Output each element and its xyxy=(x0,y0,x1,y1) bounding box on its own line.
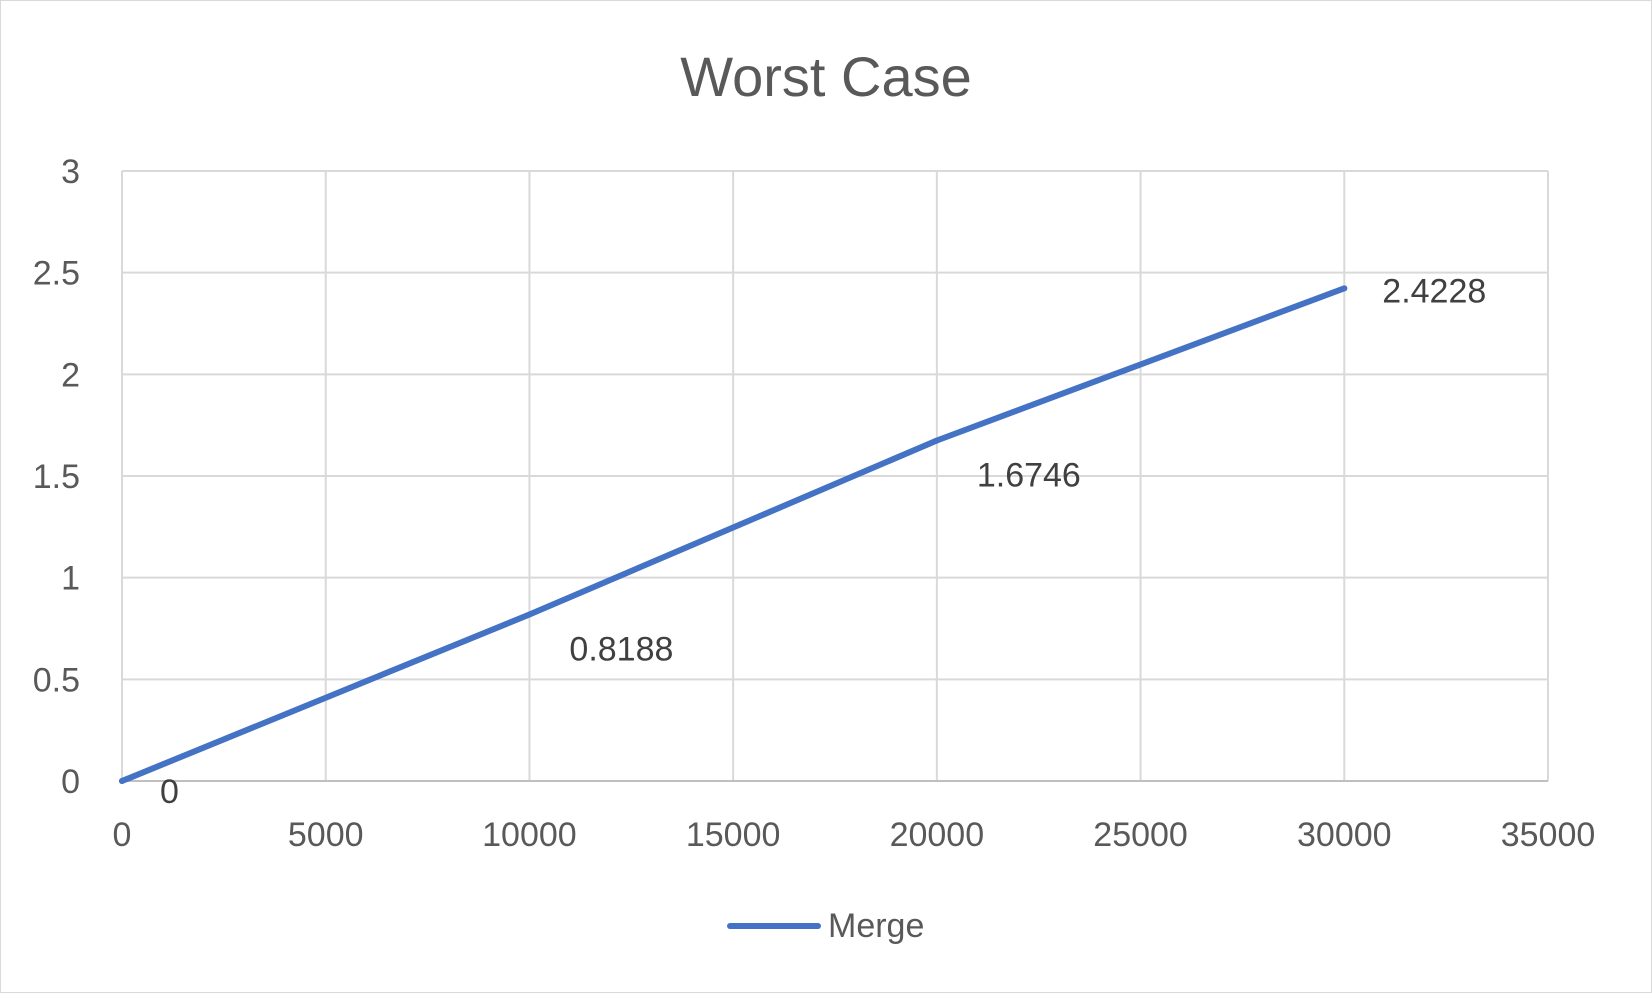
y-tick-label: 1.5 xyxy=(33,458,80,496)
y-tick-label: 2 xyxy=(61,356,80,394)
x-tick-label: 35000 xyxy=(1501,816,1596,854)
y-tick-label: 1 xyxy=(61,560,80,598)
y-tick-label: 2.5 xyxy=(33,255,80,293)
axes: 0 0.5 1 1.5 2 2.5 3 0 5000 10000 15000 20000 25000 30… xyxy=(33,153,1596,854)
data-point xyxy=(526,611,533,618)
y-tick-label: 0.5 xyxy=(33,661,80,699)
gridlines xyxy=(121,170,1549,782)
data-labels: 0 0.8188 1.6746 2.4228 xyxy=(160,272,1486,811)
data-label: 0 xyxy=(160,773,179,811)
x-tick-label: 10000 xyxy=(482,816,577,854)
data-point xyxy=(933,437,940,444)
data-point xyxy=(1341,285,1348,292)
data-label: 1.6746 xyxy=(977,456,1081,494)
series-layer xyxy=(119,285,1348,784)
x-tick-label: 20000 xyxy=(890,816,985,854)
legend: Merge xyxy=(727,907,924,945)
x-tick-label: 15000 xyxy=(686,816,781,854)
x-tick-label: 5000 xyxy=(288,816,364,854)
chart-title: Worst Case xyxy=(680,45,971,108)
x-tick-label: 30000 xyxy=(1297,816,1392,854)
series-line-merge xyxy=(119,285,1348,784)
x-tick-label: 25000 xyxy=(1093,816,1188,854)
x-tick-label: 0 xyxy=(113,816,132,854)
legend-label-merge: Merge xyxy=(828,907,924,945)
y-tick-label: 0 xyxy=(61,763,80,801)
data-label: 2.4228 xyxy=(1382,272,1486,310)
y-tick-label: 3 xyxy=(61,153,80,191)
data-point xyxy=(119,778,125,784)
data-label: 0.8188 xyxy=(569,631,673,669)
